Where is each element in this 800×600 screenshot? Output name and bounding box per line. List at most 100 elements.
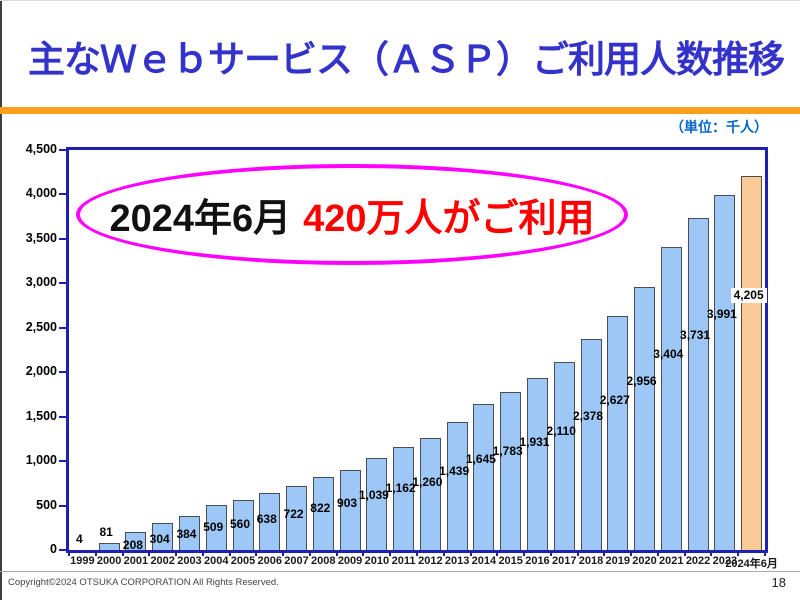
bar-value-text: 3,404 — [653, 346, 684, 361]
y-axis-tick — [59, 149, 66, 151]
bar-value-label: 1,039 — [342, 488, 406, 503]
x-axis-tick — [764, 553, 766, 556]
page-number: 18 — [771, 575, 786, 590]
bar — [714, 195, 736, 550]
x-axis-tick — [630, 553, 633, 556]
bar-value-text: 2,378 — [572, 408, 604, 423]
y-axis-label: 500 — [36, 497, 57, 512]
x-axis-tick — [68, 553, 70, 556]
x-axis-label: 2019 — [605, 555, 630, 567]
bar-value-label: 1,260 — [395, 475, 459, 490]
y-axis-tick — [59, 504, 66, 507]
y-axis-label: 1,500 — [25, 408, 57, 423]
unit-label: （単位：千人） — [670, 119, 768, 135]
x-axis-tick — [469, 553, 472, 556]
x-axis-tick — [148, 553, 151, 556]
bar-value-text: 4 — [76, 532, 83, 546]
bar-value-text: 81 — [99, 525, 113, 539]
bar-value-label: 1,162 — [369, 481, 433, 496]
bar-value-text: 1,783 — [492, 444, 523, 459]
x-axis-label: 2012 — [418, 555, 443, 567]
bar — [607, 316, 629, 550]
x-axis-tick — [442, 553, 445, 556]
bar-value-text: 1,931 — [519, 434, 550, 449]
bar-value-label: 2,956 — [610, 374, 674, 389]
bar-value-text: 3,731 — [680, 327, 711, 342]
bar-value-label: 304 — [128, 532, 192, 547]
bar-value-label: 1,931 — [502, 435, 566, 450]
x-axis-label: 2003 — [177, 555, 202, 567]
bar-value-label: 81 — [74, 525, 138, 540]
bar-value-label: 4,205 — [717, 288, 781, 303]
y-axis-tick — [59, 237, 66, 240]
bar-value-text: 1,260 — [412, 474, 443, 489]
y-axis-tick — [59, 282, 66, 285]
x-axis-label: 2021 — [659, 555, 684, 567]
x-axis-label: 1999 — [70, 555, 95, 567]
bar — [125, 532, 147, 550]
bar-value-text: 208 — [122, 537, 143, 552]
bar-value-label: 722 — [262, 507, 326, 522]
x-axis-tick — [94, 553, 97, 556]
y-axis-label: 0 — [50, 542, 57, 556]
bar — [232, 500, 254, 550]
bar-value-text: 304 — [149, 531, 170, 546]
bar-value-text: 4,205 — [730, 288, 767, 303]
bar-value-text: 822 — [310, 501, 331, 516]
bar-value-label: 384 — [154, 527, 218, 542]
x-axis-label: 2015 — [498, 555, 523, 567]
x-axis-label: 2023 — [712, 555, 738, 567]
bar — [526, 378, 548, 550]
bar — [446, 422, 468, 550]
y-axis-label: 4,000 — [25, 186, 57, 201]
bar — [553, 362, 575, 550]
footer-divider — [0, 571, 800, 572]
y-axis-label: 3,000 — [25, 275, 57, 290]
y-axis-tick — [59, 460, 66, 463]
bar — [634, 287, 656, 550]
y-axis-tick — [59, 415, 66, 418]
bar-value-label: 903 — [315, 496, 379, 511]
x-axis-label: 2016 — [525, 555, 550, 567]
bar-value-text: 903 — [337, 496, 358, 511]
page-title: 主なＷｅｂサービス（ＡＳＰ）ご利用人数推移 — [28, 39, 785, 80]
y-axis-tick — [59, 326, 66, 329]
x-axis-tick — [308, 553, 311, 556]
bar-value-label: 1,439 — [422, 464, 486, 479]
x-axis-label: 2013 — [444, 555, 470, 567]
bar-value-label: 2,110 — [529, 424, 593, 439]
x-axis-tick — [683, 553, 686, 556]
bar-value-label: 2,378 — [556, 409, 620, 424]
y-axis-label: 2,500 — [25, 319, 57, 334]
x-axis-tick — [175, 553, 178, 556]
x-axis-label: 2002 — [150, 555, 175, 567]
x-axis-tick — [496, 553, 499, 556]
x-axis-label: 2014 — [471, 555, 497, 567]
bar — [500, 392, 522, 550]
x-axis-label: 2024年6月 — [725, 558, 778, 570]
x-axis-label: 2001 — [123, 555, 149, 567]
bar — [312, 477, 334, 550]
bar-value-text: 2,627 — [599, 393, 630, 408]
y-axis-label: 2,000 — [25, 364, 57, 379]
x-axis-tick — [389, 553, 392, 556]
x-axis-tick — [255, 553, 258, 556]
annotation-highlight: 420万人がご利用 — [303, 198, 595, 240]
bar — [178, 516, 200, 550]
x-axis-label: 2017 — [551, 555, 577, 567]
bar-value-text: 2,956 — [626, 373, 657, 388]
bar-value-label: 822 — [288, 501, 352, 516]
bar — [687, 218, 709, 550]
x-axis-tick — [549, 553, 552, 556]
x-axis-tick — [656, 553, 659, 556]
bar-value-text: 3,991 — [706, 307, 737, 321]
y-axis-label: 4,500 — [25, 142, 57, 156]
bar-value-label: 2,627 — [583, 393, 647, 408]
y-axis-label: 3,500 — [25, 230, 57, 245]
x-axis-label: 2011 — [391, 555, 416, 567]
x-axis-label: 2000 — [96, 555, 122, 567]
bar — [286, 486, 308, 550]
x-axis-tick — [737, 553, 740, 556]
x-axis-tick — [282, 553, 285, 556]
bar — [393, 447, 415, 550]
